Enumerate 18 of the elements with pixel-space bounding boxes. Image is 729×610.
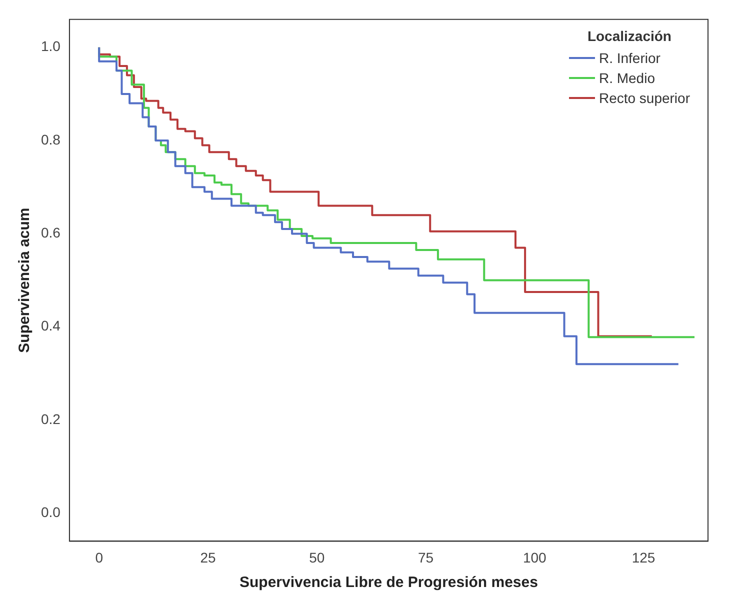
legend-label: Recto superior [598,89,690,108]
x-tick-label: 75 [418,549,434,566]
y-tick-label: 0.8 [40,131,61,148]
legend-title: Localización [586,28,672,44]
y-tick-label: 0.0 [40,504,61,520]
legend-label: R. Medio [598,69,655,88]
y-axis-title: Supervivencia acum [16,208,34,353]
y-tick-label: 0.4 [40,318,61,334]
x-tick-label: 50 [309,549,325,566]
x-tick-label: 25 [200,549,216,566]
y-tick-label: 1.0 [40,38,61,54]
y-tick-label: 0.6 [40,224,61,241]
x-tick-label: 0 [95,549,104,566]
x-tick-label: 125 [632,549,656,566]
y-tick-label: 0.2 [40,410,61,427]
legend-label: R. Inferior [598,49,660,68]
x-tick-label: 100 [522,549,547,566]
x-axis-title: Supervivencia Libre de Progresión meses [239,574,538,592]
